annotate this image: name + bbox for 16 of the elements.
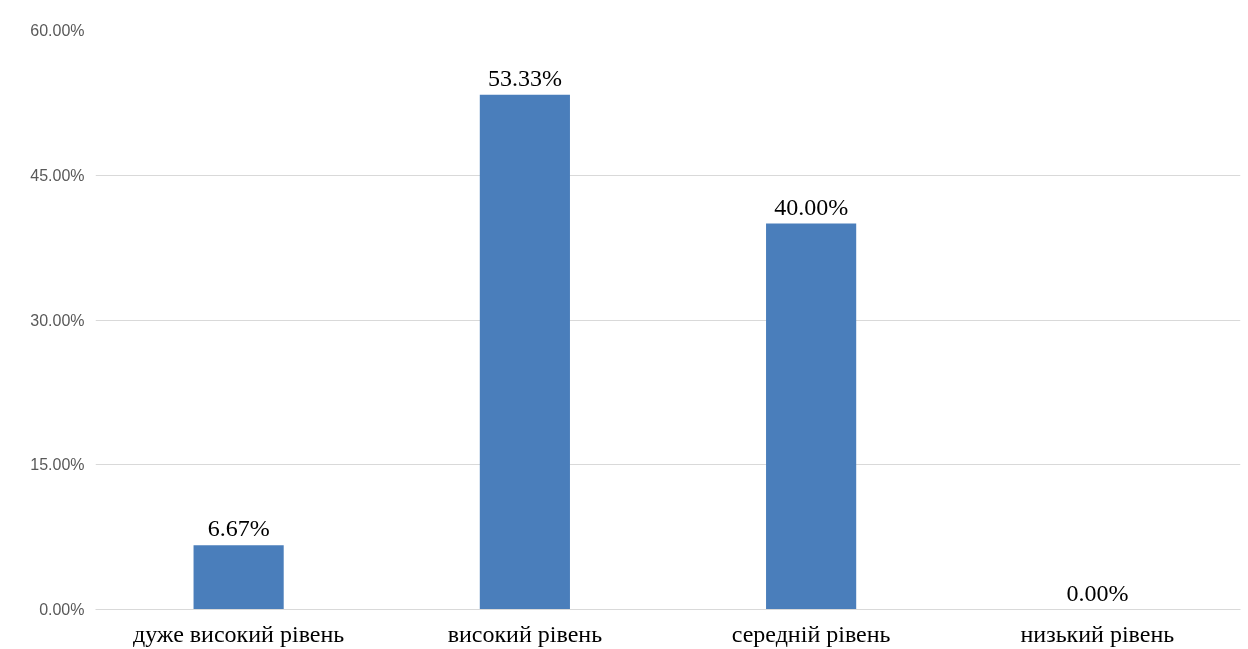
y-tick-label: 45.00% [30,166,85,184]
y-tick-label: 30.00% [30,311,85,329]
y-tick-label: 15.00% [30,456,85,474]
data-label: 0.00% [1066,579,1129,606]
bar [193,545,284,610]
y-tick-label: 0.00% [39,601,85,618]
data-label: 40.00% [774,193,849,220]
bar [766,223,857,610]
bar [479,94,570,610]
data-label: 53.33% [487,64,562,91]
x-tick-label: низький рівень [1020,620,1175,647]
x-tick-label: середній рівень [731,620,891,647]
y-tick-label: 60.00% [30,22,85,39]
data-label: 6.67% [207,515,270,542]
x-tick-label: високий рівень [447,620,603,647]
x-tick-label: дуже високий рівень [132,620,345,647]
